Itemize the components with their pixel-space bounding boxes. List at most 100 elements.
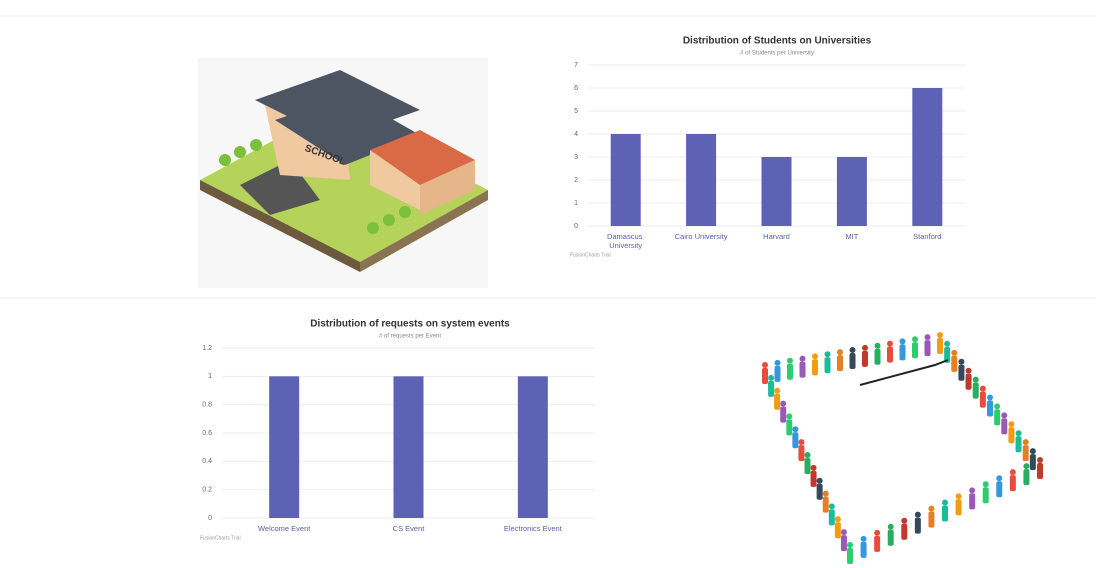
person-head xyxy=(799,355,806,362)
person-head xyxy=(847,542,853,548)
person-body xyxy=(840,535,847,552)
person-head xyxy=(937,332,943,338)
bar xyxy=(393,376,424,518)
person-head xyxy=(874,529,881,536)
people-illustration xyxy=(762,332,1043,564)
person-body xyxy=(774,393,781,410)
y-tick-label: 0 xyxy=(208,515,212,522)
bar xyxy=(836,157,867,226)
person-body xyxy=(786,419,793,436)
person-body xyxy=(762,368,768,384)
person-body xyxy=(816,483,823,500)
y-tick-label: 7 xyxy=(574,62,578,69)
person-head xyxy=(786,413,793,420)
person-body xyxy=(768,380,775,397)
y-tick-label: 0.4 xyxy=(202,458,212,465)
person-body xyxy=(799,361,806,378)
person-body xyxy=(951,355,958,372)
y-tick-label: 6 xyxy=(574,85,578,92)
y-tick-label: 0.2 xyxy=(202,487,212,494)
person-head xyxy=(780,400,787,407)
chart-title: Distribution of requests on system event… xyxy=(310,319,510,330)
person-head xyxy=(965,367,972,374)
bar xyxy=(517,376,548,518)
chart-title: Distribution of Students on Universities xyxy=(683,36,872,47)
person-body xyxy=(914,517,921,534)
person-head xyxy=(955,493,962,500)
person-head xyxy=(994,403,1001,410)
person-head xyxy=(928,505,935,512)
person-head xyxy=(828,503,835,510)
person-body xyxy=(969,493,976,510)
bar xyxy=(610,134,641,226)
person-head xyxy=(958,358,965,365)
x-tick-label: Damascus University xyxy=(607,232,645,250)
person-head xyxy=(887,523,894,530)
person-head xyxy=(979,385,986,392)
credit: FusionCharts Trial xyxy=(200,535,241,541)
person-head xyxy=(1037,457,1043,463)
person-body xyxy=(944,346,951,363)
person-head xyxy=(1023,463,1030,470)
person-head xyxy=(837,349,843,356)
person-head xyxy=(849,347,856,353)
person-body xyxy=(928,511,935,528)
person-body xyxy=(1001,418,1008,435)
person-head xyxy=(987,394,993,401)
person-head xyxy=(792,426,799,433)
y-tick-label: 5 xyxy=(574,108,578,115)
person-head xyxy=(887,340,893,347)
person-head xyxy=(982,481,989,488)
x-tick-label: MIT xyxy=(845,232,858,241)
person-body xyxy=(810,470,817,487)
person-body xyxy=(901,523,908,540)
person-body xyxy=(860,541,867,558)
y-tick-label: 0.8 xyxy=(202,402,212,409)
person-body xyxy=(972,382,979,399)
y-tick-label: 1.2 xyxy=(202,345,212,352)
person-body xyxy=(824,357,831,374)
bar xyxy=(686,134,717,226)
person-body xyxy=(887,346,893,363)
person-body xyxy=(1022,445,1029,462)
school-illustration: SCHOOL xyxy=(198,58,488,288)
y-tick-label: 0.6 xyxy=(202,430,212,437)
y-tick-label: 1 xyxy=(574,200,578,207)
bar xyxy=(912,88,943,226)
person-body xyxy=(822,496,829,513)
bar xyxy=(761,157,792,226)
y-tick-label: 3 xyxy=(574,154,578,161)
person-head xyxy=(1001,412,1008,419)
person-head xyxy=(774,359,781,366)
person-body xyxy=(1037,463,1043,479)
person-head xyxy=(810,464,817,471)
person-head xyxy=(874,342,881,349)
person-body xyxy=(1009,475,1016,492)
x-tick-label: Electronics Event xyxy=(504,524,563,533)
person-body xyxy=(958,364,965,381)
person-body xyxy=(924,340,931,357)
person-head xyxy=(762,362,768,368)
x-tick-label: Stanford xyxy=(913,232,941,241)
person-body xyxy=(937,338,943,354)
person-body xyxy=(1015,436,1022,453)
y-tick-label: 0 xyxy=(574,223,578,230)
person-body xyxy=(955,499,962,516)
person-head xyxy=(804,452,811,458)
bar xyxy=(269,376,300,518)
person-body xyxy=(837,355,843,372)
person-body xyxy=(887,529,894,546)
person-head xyxy=(969,487,976,494)
person-head xyxy=(944,340,951,347)
credit: FusionCharts Trial xyxy=(570,252,611,258)
person-head xyxy=(1009,469,1016,476)
person-head xyxy=(798,439,805,446)
person-body xyxy=(982,487,989,504)
x-tick-label: Cairo University xyxy=(675,232,728,241)
person-body xyxy=(812,359,818,376)
person-body xyxy=(834,522,841,539)
person-body xyxy=(996,481,1003,498)
person-head xyxy=(816,477,823,484)
person-head xyxy=(834,516,841,523)
